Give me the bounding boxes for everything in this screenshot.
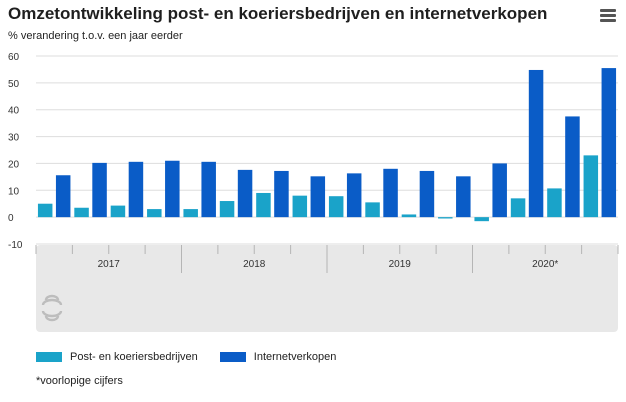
hamburger-menu-icon[interactable]: [600, 9, 616, 23]
y-tick-label: 20: [8, 159, 20, 170]
bar-post: [438, 217, 453, 219]
legend-item-internet[interactable]: Internetverkopen: [219, 351, 337, 363]
bar-post: [256, 192, 271, 218]
y-tick-label: 10: [8, 186, 20, 197]
bar-post: [183, 209, 198, 218]
legend-label-internet: Internetverkopen: [253, 351, 337, 363]
bar-internet: [55, 175, 71, 218]
bar-internet: [528, 69, 544, 218]
cbs-logo-icon: [44, 294, 60, 301]
legend-label-post: Post- en koeriersbedrijven: [70, 351, 198, 363]
x-group-label: 2020*: [532, 259, 558, 270]
bar-post: [110, 205, 126, 218]
legend-item-post[interactable]: Post- en koeriersbedrijven: [36, 351, 198, 363]
bar-internet: [456, 176, 471, 218]
bar-internet: [92, 162, 107, 218]
cbs-logo-icon: [41, 310, 63, 318]
bar-internet: [165, 160, 180, 218]
x-group-label: 2019: [389, 259, 412, 270]
bar-internet: [237, 169, 253, 218]
cbs-logo-icon: [41, 298, 63, 306]
chart-title: Omzetontwikkeling post- en koeriersbedri…: [8, 4, 548, 23]
bar-post: [365, 202, 380, 218]
bar-internet: [601, 68, 617, 218]
bar-internet: [201, 161, 216, 218]
bar-internet: [383, 168, 398, 218]
legend-swatch-post: [36, 352, 62, 362]
bar-internet: [310, 176, 326, 218]
legend-swatch-internet: [219, 352, 246, 362]
legend: Post- en koeriersbedrijven Internetverko…: [36, 351, 358, 363]
bar-post: [219, 201, 235, 218]
bar-chart: -10 0 10 20 30 40 50 60 2017 2018 2019 2020*: [8, 52, 619, 332]
y-tick-label: 0: [8, 213, 14, 224]
bar-post: [292, 195, 308, 218]
x-group-label: 2018: [243, 259, 266, 270]
bar-internet: [346, 173, 362, 218]
chart-subtitle: % verandering t.o.v. een jaar eerder: [8, 30, 183, 42]
bar-post: [328, 196, 344, 218]
footnote: *voorlopige cijfers: [36, 375, 123, 387]
y-tick-label: 60: [8, 52, 20, 63]
bar-internet: [419, 170, 435, 218]
x-group-label: 2017: [98, 259, 121, 270]
bar-post: [474, 217, 489, 222]
y-tick-label: 30: [8, 133, 20, 144]
bar-post: [74, 207, 89, 218]
bar-internet: [565, 116, 580, 218]
y-tick-label: 40: [8, 106, 20, 117]
bar-internet: [492, 163, 507, 218]
bar-post: [147, 209, 162, 218]
cbs-logo-icon: [44, 315, 60, 322]
y-tick-label: 50: [8, 79, 20, 90]
bar-post: [37, 203, 53, 218]
y-tick-label: -10: [8, 240, 23, 251]
bar-post: [510, 198, 526, 218]
bar-post: [583, 155, 599, 218]
bar-post: [401, 214, 417, 218]
bar-internet: [128, 161, 144, 218]
bar-post: [547, 188, 562, 218]
bar-internet: [274, 170, 289, 218]
